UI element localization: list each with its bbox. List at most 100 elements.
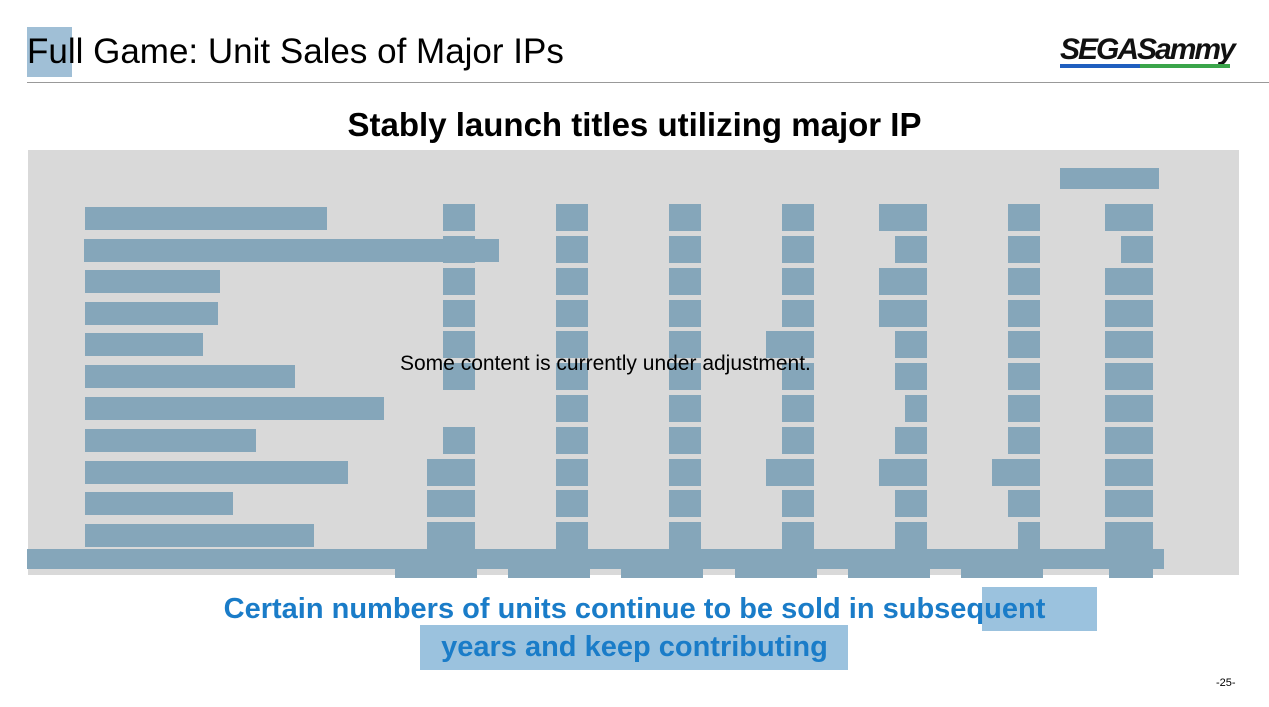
adjustment-notice: Some content is currently under adjustme… — [400, 352, 811, 375]
redaction-block — [961, 568, 1043, 578]
page-number: -25- — [1216, 677, 1236, 689]
redaction-block — [669, 490, 701, 517]
redaction-block — [1105, 395, 1153, 422]
redaction-block — [1105, 522, 1153, 549]
redaction-block — [782, 490, 814, 517]
redaction-block — [669, 459, 701, 486]
redaction-block — [85, 524, 314, 547]
footer-highlight — [982, 587, 1097, 631]
redaction-block — [1105, 363, 1153, 390]
redaction-block — [556, 236, 588, 263]
redaction-block — [85, 461, 348, 484]
footer-line-1: Certain numbers of units continue to be … — [223, 593, 1046, 625]
redaction-block — [85, 397, 384, 420]
redaction-block — [427, 490, 475, 517]
redaction-block — [1105, 268, 1153, 295]
redaction-block — [621, 568, 703, 578]
redaction-block — [782, 395, 814, 422]
redaction-block — [766, 459, 814, 486]
redaction-block — [556, 331, 588, 358]
redaction-block — [1008, 268, 1040, 295]
redaction-block — [669, 204, 701, 231]
redaction-block — [85, 492, 233, 515]
redaction-block — [1008, 363, 1040, 390]
sega-sammy-logo: SEGASammy — [1060, 34, 1240, 72]
logo-sega-text: SEGA — [1060, 33, 1139, 66]
redaction-block — [1008, 490, 1040, 517]
redaction-block — [895, 490, 927, 517]
redaction-block — [1105, 427, 1153, 454]
redaction-block — [427, 459, 475, 486]
redaction-block — [1105, 204, 1153, 231]
redaction-block — [443, 300, 475, 327]
redaction-block — [443, 268, 475, 295]
redaction-block — [556, 427, 588, 454]
logo-blue-bar — [1060, 64, 1140, 68]
redaction-block — [895, 331, 927, 358]
redaction-block — [669, 236, 701, 263]
logo-sammy-text: Sammy — [1137, 33, 1236, 66]
redaction-block — [992, 459, 1040, 486]
redaction-block — [782, 522, 814, 549]
redaction-block — [85, 365, 295, 388]
redaction-block — [669, 331, 701, 358]
title-divider — [27, 82, 1269, 83]
redaction-block — [85, 333, 203, 356]
redaction-block — [848, 568, 930, 578]
redaction-block — [895, 236, 927, 263]
redaction-block — [556, 204, 588, 231]
redaction-block — [1105, 459, 1153, 486]
redaction-block — [1018, 522, 1040, 549]
redaction-block — [879, 204, 927, 231]
redaction-block — [84, 239, 499, 262]
redaction-block — [782, 427, 814, 454]
redaction-block — [443, 427, 475, 454]
redaction-block — [556, 268, 588, 295]
redaction-block — [556, 300, 588, 327]
redaction-block — [443, 236, 475, 263]
redaction-block — [85, 429, 256, 452]
redaction-block — [879, 268, 927, 295]
redaction-block — [669, 300, 701, 327]
redaction-block — [782, 363, 814, 390]
redaction-block — [427, 522, 475, 549]
redaction-block — [1121, 236, 1153, 263]
redaction-block — [895, 522, 927, 549]
redaction-block — [782, 236, 814, 263]
redaction-block — [905, 395, 927, 422]
redaction-block — [895, 427, 927, 454]
redaction-block — [895, 363, 927, 390]
redaction-block — [669, 395, 701, 422]
redaction-block — [1008, 236, 1040, 263]
redaction-block — [443, 331, 475, 358]
redaction-block — [1008, 204, 1040, 231]
redaction-block — [556, 490, 588, 517]
slide-subtitle: Stably launch titles utilizing major IP — [347, 106, 922, 143]
redaction-block — [782, 268, 814, 295]
redaction-block — [556, 395, 588, 422]
redaction-block — [1105, 331, 1153, 358]
redaction-block — [1060, 168, 1159, 189]
redaction-block — [669, 522, 701, 549]
redaction-block — [1008, 300, 1040, 327]
redaction-block — [879, 300, 927, 327]
redaction-block — [879, 459, 927, 486]
redaction-block — [735, 568, 817, 578]
footer-line-2: years and keep contributing — [441, 631, 828, 663]
footer-highlight — [420, 625, 848, 670]
redaction-block — [27, 549, 1164, 569]
redaction-block — [556, 363, 588, 390]
redaction-block — [766, 331, 814, 358]
redaction-block — [85, 270, 220, 293]
redaction-block — [85, 302, 218, 325]
redaction-block — [1008, 331, 1040, 358]
redaction-block — [1109, 568, 1153, 578]
logo-green-bar — [1140, 64, 1230, 68]
redaction-block — [508, 568, 590, 578]
page-title: Full Game: Unit Sales of Major IPs — [27, 32, 564, 71]
redaction-block — [669, 268, 701, 295]
title-highlight — [27, 27, 72, 77]
redaction-block — [669, 363, 701, 390]
redaction-block — [1105, 490, 1153, 517]
redaction-block — [556, 459, 588, 486]
